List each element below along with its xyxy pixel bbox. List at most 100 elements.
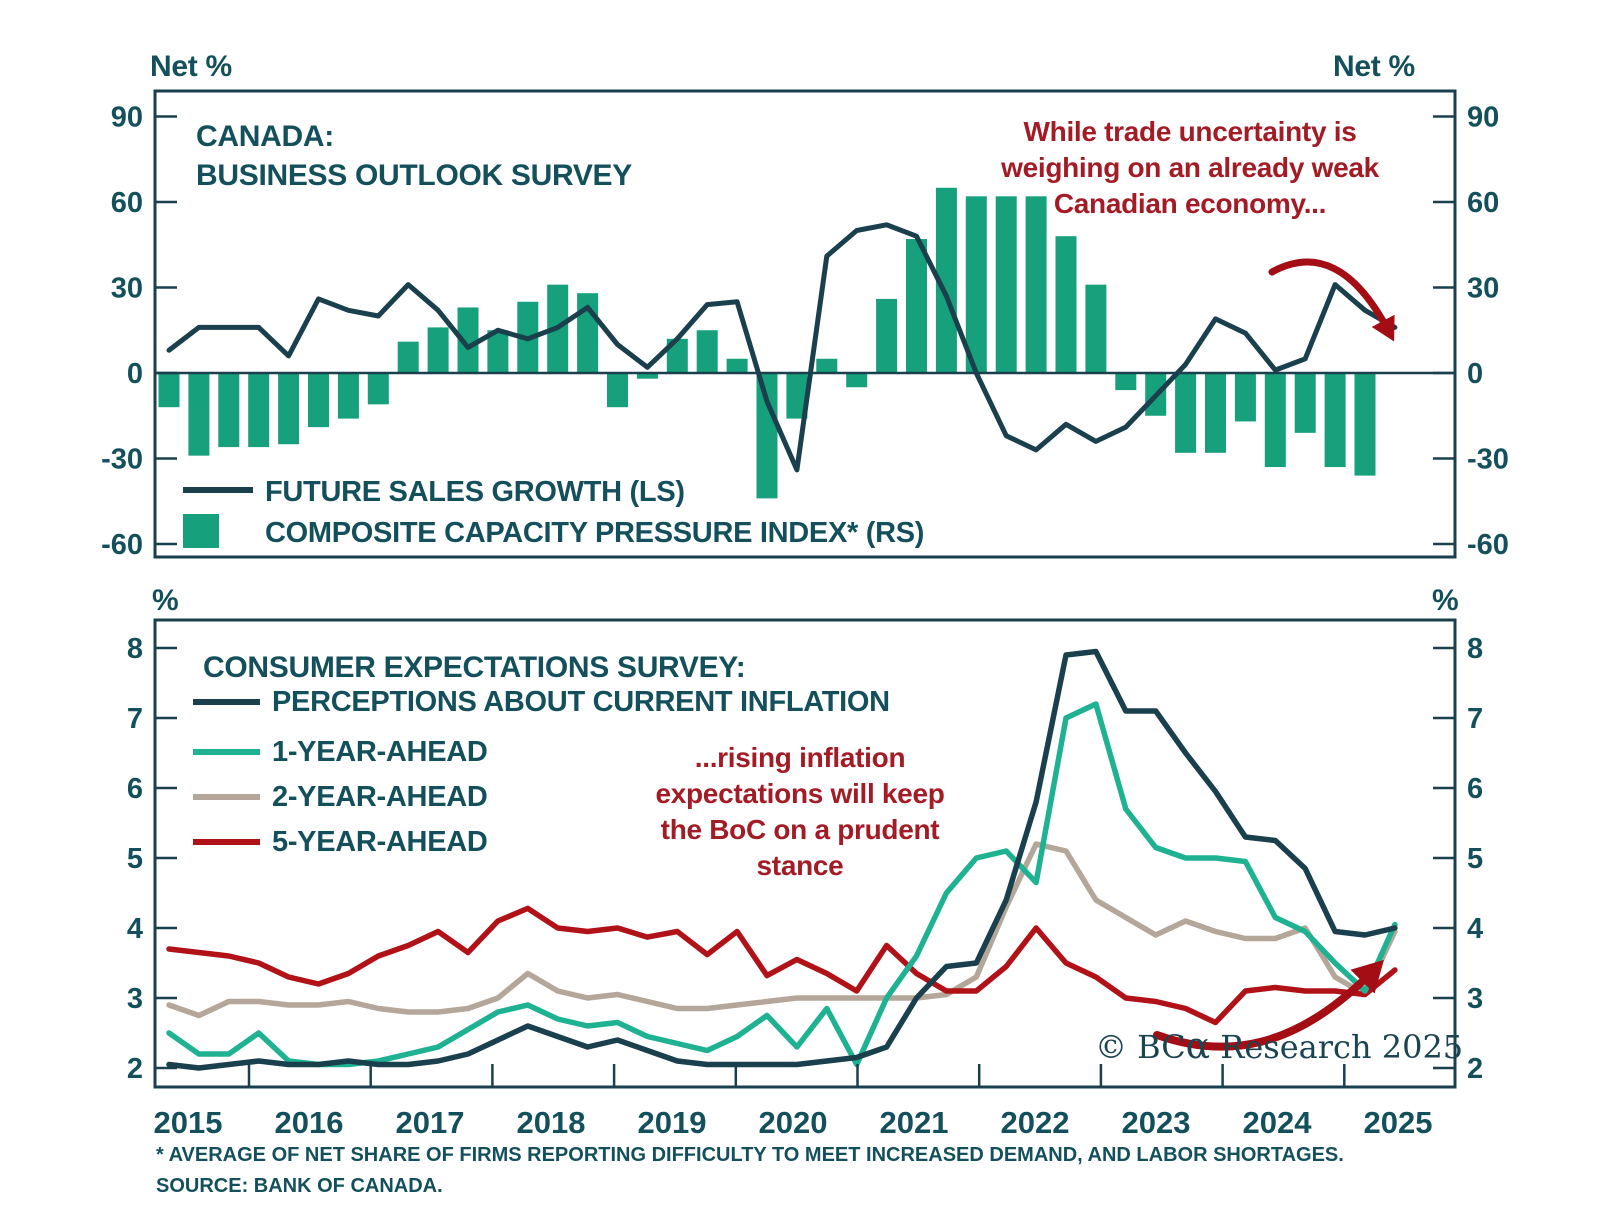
ccpi-bar — [457, 307, 479, 373]
axis-tick-label: 2017 — [396, 1105, 465, 1140]
top-trend-arrow-down — [1268, 258, 1395, 342]
legend-label-future-sales: FUTURE SALES GROWTH (LS) — [265, 476, 685, 508]
axis-tick-label: 2022 — [1001, 1105, 1070, 1140]
axis-tick-label: -30 — [1467, 444, 1509, 476]
axis-tick-label: 6 — [127, 773, 143, 805]
top-chart-title: CANADA: BUSINESS OUTLOOK SURVEY — [196, 117, 632, 195]
ccpi-bar — [1205, 373, 1226, 453]
axis-tick-label: 2024 — [1243, 1105, 1313, 1140]
series-line-2-year-ahead — [166, 841, 1398, 1019]
axis-tick-label: 2025 — [1364, 1105, 1433, 1140]
footnote: * AVERAGE OF NET SHARE OF FIRMS REPORTIN… — [156, 1140, 1344, 1202]
ccpi-bar — [1354, 373, 1376, 476]
axis-tick-label: 2 — [127, 1053, 143, 1085]
ccpi-bar — [816, 358, 838, 373]
ccpi-bar — [188, 373, 210, 456]
ccpi-bar — [1324, 373, 1346, 468]
ccpi-bar — [1025, 196, 1047, 373]
bottom-annotation-line1: ...rising inflation — [694, 742, 906, 773]
bottom-chart: 8 8 7 7 6 6 5 5 4 4 3 3 2 2 2015 2016 2017 2018 2019 2020 20… — [127, 618, 1483, 1140]
ccpi-bar — [1264, 373, 1286, 468]
top-annotation-line2: weighing on an already weak — [1001, 152, 1379, 183]
legend-line-swatch-2-year — [193, 794, 260, 800]
logo-suffix: Research — [1210, 1028, 1372, 1066]
axis-tick-label: 30 — [111, 273, 143, 305]
axis-tick-label: 3 — [1467, 983, 1483, 1015]
legend-line-swatch-future-sales — [183, 487, 253, 493]
ccpi-bar — [786, 373, 808, 419]
axis-tick-label: 90 — [111, 102, 143, 134]
top-chart: 90 90 60 60 30 30 0 0 -30 -30 -60 -60 — [101, 89, 1509, 561]
top-annotation-line3: Canadian economy... — [1053, 188, 1327, 219]
ccpi-bar — [1055, 236, 1077, 373]
ccpi-bar — [1115, 373, 1137, 391]
bca-research-logo: © BCα Research 2025 — [1095, 1026, 1463, 1067]
axis-tick-label: 2021 — [880, 1105, 949, 1140]
legend-box-swatch-ccpi — [183, 514, 219, 548]
top-chart-title-line2: BUSINESS OUTLOOK SURVEY — [196, 159, 632, 192]
axis-tick-label: 0 — [127, 358, 143, 390]
footnote-line1: * AVERAGE OF NET SHARE OF FIRMS REPORTIN… — [156, 1144, 1344, 1166]
axis-tick-label: 2016 — [275, 1105, 344, 1140]
ccpi-bar — [427, 327, 449, 373]
axis-tick-label: 2 — [1467, 1053, 1483, 1085]
top-chart-title-line1: CANADA: — [196, 120, 334, 153]
axis-tick-label: 8 — [127, 633, 143, 665]
axis-tick-label: 90 — [1467, 102, 1499, 134]
ccpi-bar — [995, 196, 1017, 373]
ccpi-bar — [696, 330, 718, 373]
legend-label-5-year: 5-YEAR-AHEAD — [272, 826, 488, 858]
axis-tick-label: 60 — [111, 187, 143, 219]
top-chart-frame — [153, 89, 1457, 559]
ccpi-bar — [935, 187, 957, 373]
bottom-unit-label-left: % — [152, 584, 179, 617]
axis-tick-label: 2020 — [759, 1105, 828, 1140]
axis-tick-label: 5 — [1467, 843, 1483, 875]
ccpi-bar — [158, 373, 180, 408]
legend-label-ccpi: COMPOSITE CAPACITY PRESSURE INDEX* (RS) — [265, 517, 925, 549]
logo-alpha: α — [1185, 1026, 1211, 1067]
ccpi-bar — [666, 338, 688, 373]
legend-label-2-year: 2-YEAR-AHEAD — [272, 781, 488, 813]
series-line-5-year-ahead — [166, 905, 1398, 1026]
axis-tick-label: 30 — [1467, 273, 1499, 305]
top-unit-label-left: Net % — [150, 50, 232, 83]
bottom-unit-label-right: % — [1432, 584, 1459, 617]
ccpi-bar — [487, 330, 509, 373]
ccpi-bar — [906, 239, 927, 373]
future-sales-growth-line — [166, 222, 1398, 473]
ccpi-bar — [636, 373, 658, 379]
footnote-line2: SOURCE: BANK OF CANADA. — [156, 1175, 443, 1197]
ccpi-bar — [607, 373, 628, 408]
bottom-annotation: ...rising inflation expectations will ke… — [595, 740, 1005, 884]
ccpi-bar — [726, 358, 748, 373]
bottom-chart-frame — [153, 618, 1457, 1089]
bottom-trend-arrow-up — [1153, 959, 1384, 1051]
ccpi-bar — [846, 373, 868, 388]
axis-tick-label: 5 — [127, 843, 143, 875]
ccpi-bar — [308, 373, 329, 428]
top-unit-label-right: Net % — [1333, 50, 1415, 83]
ccpi-bar — [337, 373, 359, 419]
axis-tick-label: 6 — [1467, 773, 1483, 805]
axis-tick-label: 3 — [127, 983, 143, 1015]
axis-tick-label: 2019 — [638, 1105, 707, 1140]
axis-tick-label: 0 — [1467, 358, 1483, 390]
legend-label-perceptions: PERCEPTIONS ABOUT CURRENT INFLATION — [272, 686, 890, 718]
ccpi-bar — [1234, 373, 1256, 422]
ccpi-bar — [248, 373, 270, 448]
axis-tick-label: 7 — [1467, 703, 1483, 735]
top-annotation-line1: While trade uncertainty is — [1023, 116, 1357, 147]
bottom-annotation-line4: stance — [756, 850, 844, 881]
top-annotation: While trade uncertainty is weighing on a… — [975, 114, 1405, 222]
ccpi-bar — [278, 373, 300, 445]
ccpi-bar — [367, 373, 389, 405]
legend-line-swatch-5-year — [193, 839, 260, 845]
ccpi-bar — [1294, 373, 1316, 433]
axis-tick-label: 2015 — [154, 1105, 223, 1140]
bottom-annotation-line2: expectations will keep — [655, 778, 945, 809]
bottom-annotation-line3: the BoC on a prudent — [660, 814, 940, 845]
ccpi-bar — [1085, 284, 1107, 373]
